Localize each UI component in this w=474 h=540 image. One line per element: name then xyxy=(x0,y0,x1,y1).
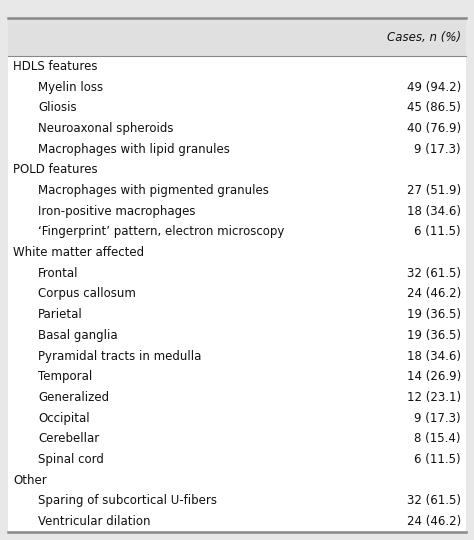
Text: Basal ganglia: Basal ganglia xyxy=(38,329,118,342)
Text: 32 (61.5): 32 (61.5) xyxy=(407,267,461,280)
Text: 8 (15.4): 8 (15.4) xyxy=(414,433,461,446)
Text: Frontal: Frontal xyxy=(38,267,79,280)
Text: White matter affected: White matter affected xyxy=(13,246,144,259)
Text: Corpus callosum: Corpus callosum xyxy=(38,287,136,300)
Text: 12 (23.1): 12 (23.1) xyxy=(407,391,461,404)
Text: Other: Other xyxy=(13,474,47,487)
Text: 9 (17.3): 9 (17.3) xyxy=(414,411,461,424)
Text: 6 (11.5): 6 (11.5) xyxy=(414,453,461,466)
Text: Parietal: Parietal xyxy=(38,308,83,321)
Bar xyxy=(8,18,466,56)
Text: Sparing of subcortical U-fibers: Sparing of subcortical U-fibers xyxy=(38,495,217,508)
Text: Cerebellar: Cerebellar xyxy=(38,433,99,446)
Text: 49 (94.2): 49 (94.2) xyxy=(407,80,461,93)
Text: HDLS features: HDLS features xyxy=(13,60,98,73)
Text: Pyramidal tracts in medulla: Pyramidal tracts in medulla xyxy=(38,349,201,362)
Text: 18 (34.6): 18 (34.6) xyxy=(407,205,461,218)
Text: POLD features: POLD features xyxy=(13,163,98,177)
Text: 32 (61.5): 32 (61.5) xyxy=(407,495,461,508)
Text: 40 (76.9): 40 (76.9) xyxy=(407,122,461,135)
Text: Cases, n (%): Cases, n (%) xyxy=(387,30,461,44)
Text: Neuroaxonal spheroids: Neuroaxonal spheroids xyxy=(38,122,173,135)
Text: 19 (36.5): 19 (36.5) xyxy=(407,308,461,321)
Text: Macrophages with pigmented granules: Macrophages with pigmented granules xyxy=(38,184,269,197)
Text: Generalized: Generalized xyxy=(38,391,109,404)
Text: Myelin loss: Myelin loss xyxy=(38,80,103,93)
Text: Spinal cord: Spinal cord xyxy=(38,453,104,466)
Text: 45 (86.5): 45 (86.5) xyxy=(407,101,461,114)
Text: Macrophages with lipid granules: Macrophages with lipid granules xyxy=(38,143,230,156)
Text: Iron-positive macrophages: Iron-positive macrophages xyxy=(38,205,195,218)
Text: 6 (11.5): 6 (11.5) xyxy=(414,225,461,239)
Text: Occipital: Occipital xyxy=(38,411,90,424)
Text: Temporal: Temporal xyxy=(38,370,92,383)
Text: 9 (17.3): 9 (17.3) xyxy=(414,143,461,156)
Text: 18 (34.6): 18 (34.6) xyxy=(407,349,461,362)
Text: Gliosis: Gliosis xyxy=(38,101,77,114)
Text: 19 (36.5): 19 (36.5) xyxy=(407,329,461,342)
Text: 27 (51.9): 27 (51.9) xyxy=(407,184,461,197)
Text: 24 (46.2): 24 (46.2) xyxy=(407,287,461,300)
Bar xyxy=(8,56,466,532)
Bar xyxy=(0,0,474,18)
Text: 14 (26.9): 14 (26.9) xyxy=(407,370,461,383)
Text: ‘Fingerprint’ pattern, electron microscopy: ‘Fingerprint’ pattern, electron microsco… xyxy=(38,225,284,239)
Text: Ventricular dilation: Ventricular dilation xyxy=(38,515,151,528)
Text: 24 (46.2): 24 (46.2) xyxy=(407,515,461,528)
